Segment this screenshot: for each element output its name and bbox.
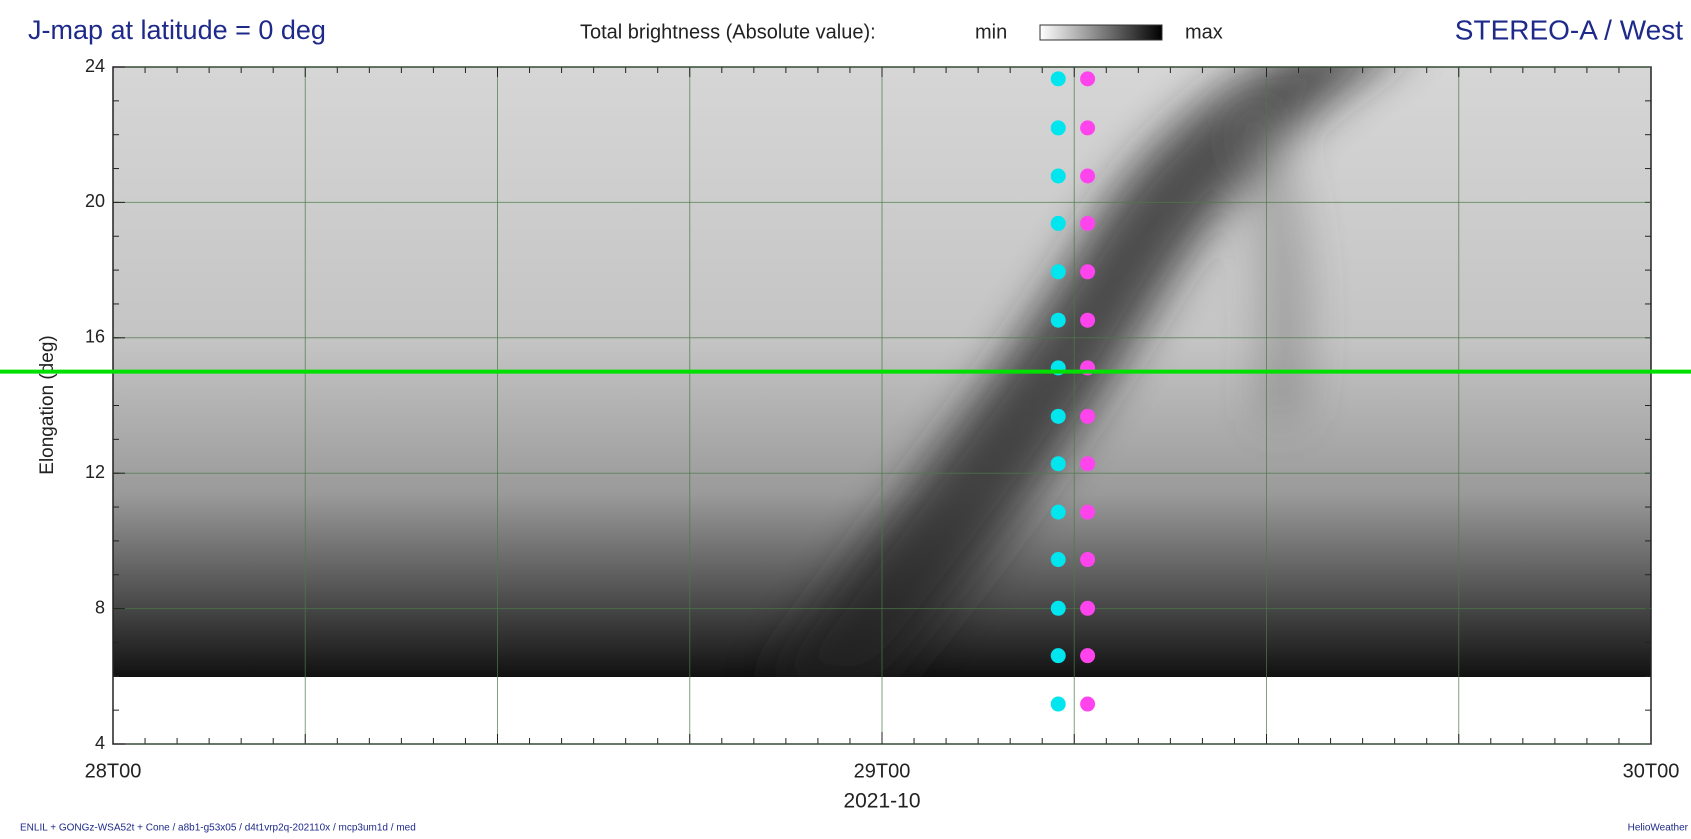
y-tick-label: 4 — [95, 733, 105, 753]
track-point — [1050, 600, 1066, 616]
track-point — [1050, 264, 1066, 280]
y-tick-label: 20 — [85, 191, 105, 211]
x-tick-label: 30T00 — [1623, 760, 1680, 782]
track-point — [1080, 456, 1096, 472]
y-tick-label: 8 — [95, 597, 105, 617]
credit: HelioWeather — [1628, 823, 1689, 834]
track-point — [1080, 408, 1096, 424]
y-tick-label: 12 — [85, 462, 105, 482]
footer: ENLIL + GONGz-WSA52t + Cone / a8b1-g53x0… — [20, 823, 416, 834]
track-point — [1080, 215, 1096, 231]
track-point — [1080, 312, 1096, 328]
x-tick-label: 29T00 — [854, 760, 911, 782]
track-point — [1050, 408, 1066, 424]
track-point — [1050, 696, 1066, 712]
track-point — [1080, 120, 1096, 136]
track-point — [1080, 600, 1096, 616]
track-point — [1080, 696, 1096, 712]
x-tick-label: 28T00 — [85, 760, 142, 782]
track-point — [1050, 71, 1066, 87]
y-axis-label: Elongation (deg) — [37, 335, 58, 474]
track-point — [1050, 215, 1066, 231]
y-tick-label: 24 — [85, 56, 105, 76]
track-point — [1050, 120, 1066, 136]
track-point — [1050, 504, 1066, 520]
colorbar — [1039, 24, 1163, 41]
track-point — [1050, 168, 1066, 184]
colorbar-label: Total brightness (Absolute value): — [580, 21, 876, 43]
track-point — [1050, 648, 1066, 664]
colorbar-min: min — [975, 21, 1007, 43]
colorbar-max: max — [1185, 21, 1223, 43]
track-point — [1050, 456, 1066, 472]
track-point — [1080, 648, 1096, 664]
y-tick-label: 16 — [85, 327, 105, 347]
track-point — [1080, 71, 1096, 87]
track-point — [1080, 552, 1096, 568]
x-axis-label: 2021-10 — [843, 790, 920, 813]
track-point — [1080, 168, 1096, 184]
track-point — [1080, 504, 1096, 520]
track-point — [1050, 552, 1066, 568]
title: J-map at latitude = 0 deg — [28, 15, 326, 45]
spacecraft-label: STEREO-A / West — [1455, 14, 1683, 45]
track-point — [1050, 312, 1066, 328]
track-point — [1080, 264, 1096, 280]
